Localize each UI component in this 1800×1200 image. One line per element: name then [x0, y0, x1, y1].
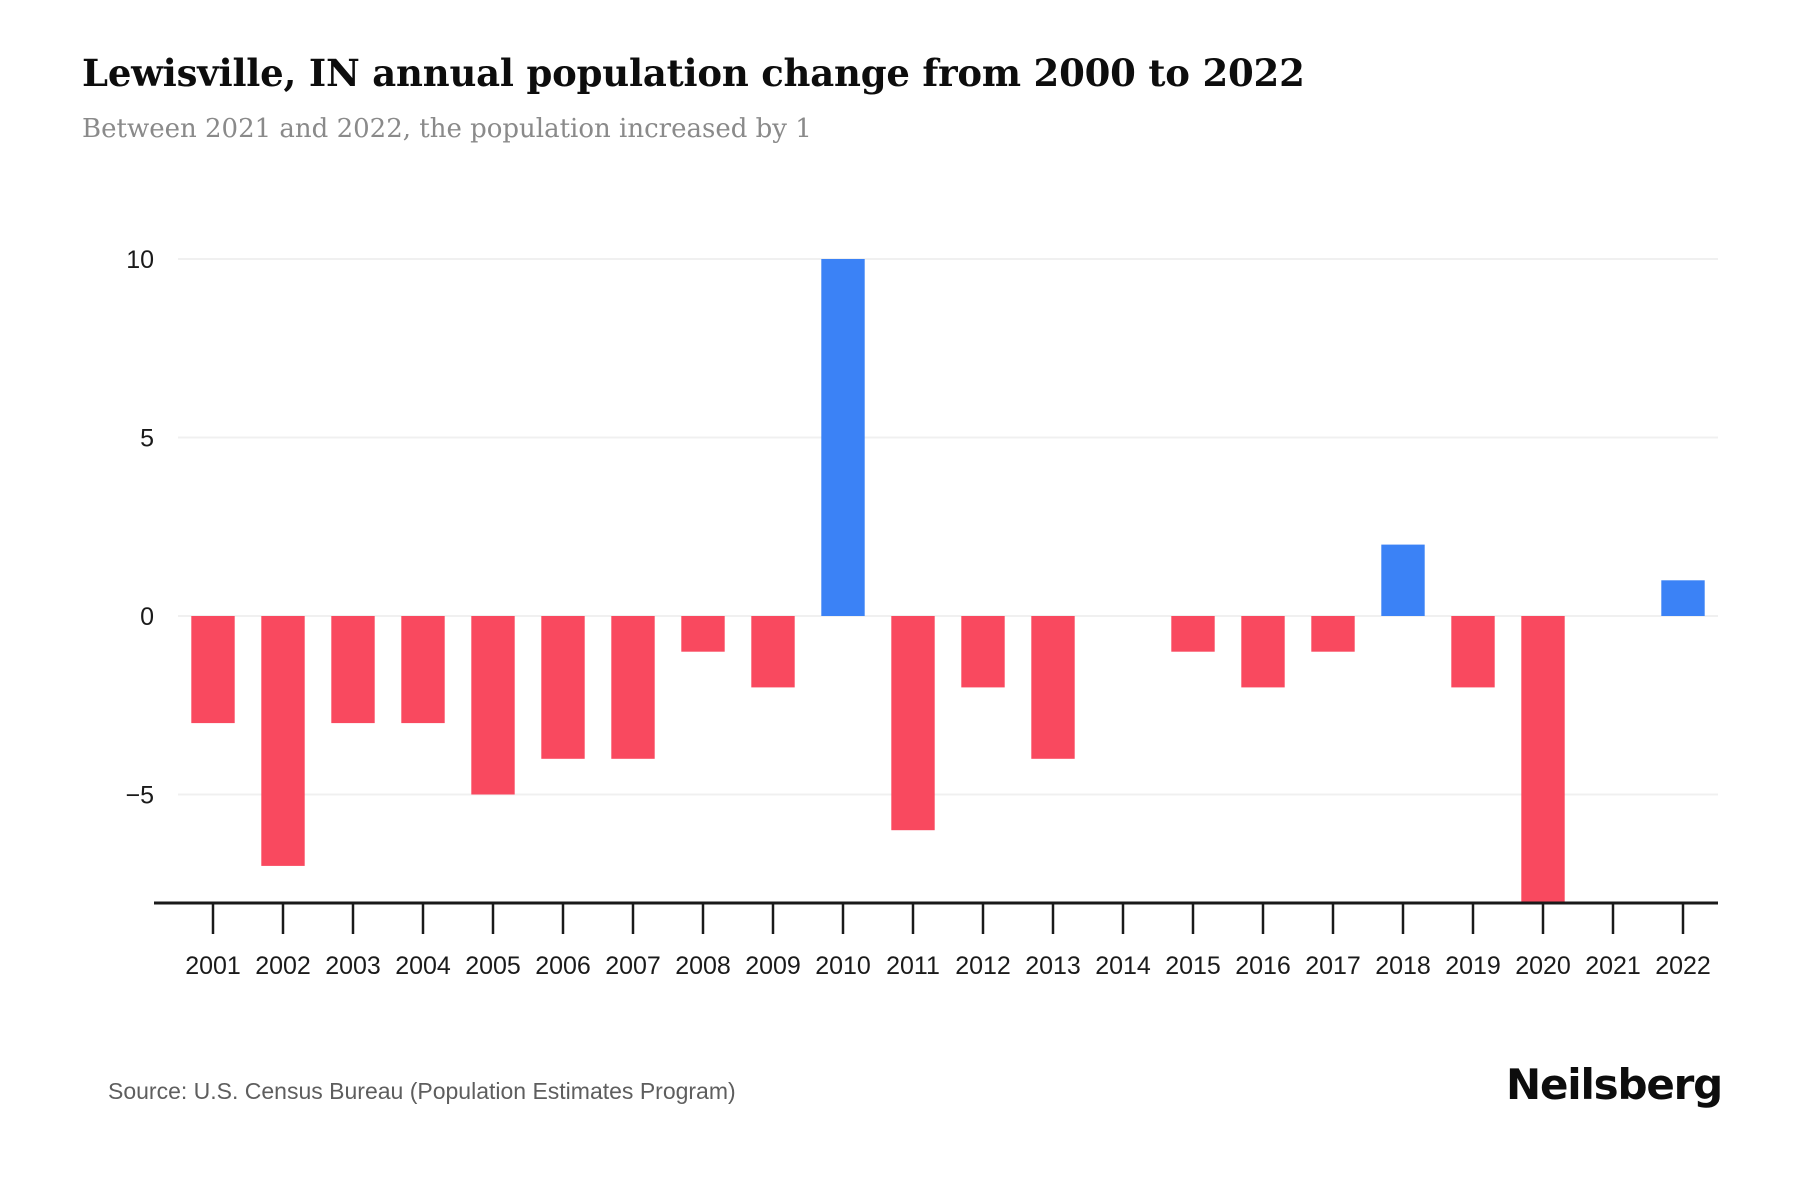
bar-2009[interactable]	[751, 616, 795, 688]
bar-2019[interactable]	[1451, 616, 1495, 688]
bar-2007[interactable]	[611, 616, 655, 759]
x-axis-tick-label: 2013	[1025, 952, 1081, 980]
bar-2012[interactable]	[961, 616, 1005, 688]
bar-2005[interactable]	[471, 616, 515, 795]
x-axis-tick-label: 2021	[1585, 952, 1641, 980]
x-axis-tick-label: 2004	[395, 952, 451, 980]
chart-subtitle: Between 2021 and 2022, the population in…	[82, 113, 812, 144]
x-axis-tick-label: 2010	[815, 952, 871, 980]
bar-2011[interactable]	[891, 616, 935, 831]
x-axis-tick-label: 2020	[1515, 952, 1571, 980]
bar-2015[interactable]	[1171, 616, 1215, 652]
bar-2003[interactable]	[331, 616, 375, 724]
y-axis-tick-label: 0	[140, 603, 154, 631]
y-axis-tick-label: 5	[140, 425, 154, 453]
x-axis-tick-label: 2015	[1165, 952, 1221, 980]
x-axis-tick-label: 2006	[535, 952, 591, 980]
x-axis-tick-label: 2012	[955, 952, 1011, 980]
x-axis-tick-label: 2011	[886, 952, 940, 980]
x-axis-tick-label: 2008	[675, 952, 731, 980]
page-title: Lewisville, IN annual population change …	[82, 51, 1305, 95]
bar-2004[interactable]	[401, 616, 445, 724]
bar-2006[interactable]	[541, 616, 585, 759]
bar-2020[interactable]	[1521, 616, 1565, 902]
source-note: Source: U.S. Census Bureau (Population E…	[108, 1078, 736, 1104]
bar-2017[interactable]	[1311, 616, 1355, 652]
x-axis-tick-label: 2018	[1375, 952, 1431, 980]
y-axis-tick-label: −5	[125, 782, 154, 810]
x-axis-tick-label: 2005	[465, 952, 521, 980]
bar-2018[interactable]	[1381, 544, 1425, 616]
x-axis-tick-label: 2007	[605, 952, 661, 980]
bar-2016[interactable]	[1241, 616, 1285, 688]
x-axis-tick-label: 2016	[1235, 952, 1291, 980]
x-axis-tick-label: 2017	[1305, 952, 1361, 980]
x-axis-tick-label: 2019	[1445, 952, 1501, 980]
y-axis-tick-label: 10	[126, 246, 154, 274]
bar-2008[interactable]	[681, 616, 725, 652]
x-axis-tick-label: 2001	[185, 952, 241, 980]
bar-2013[interactable]	[1031, 616, 1075, 759]
x-axis-tick-label: 2003	[325, 952, 381, 980]
x-axis-tick-label: 2002	[255, 952, 311, 980]
bar-2010[interactable]	[821, 259, 865, 616]
x-axis-tick-label: 2009	[745, 952, 801, 980]
bar-2001[interactable]	[191, 616, 235, 724]
bar-chart-svg: 10 5 0 −5 2001 2002 2003 2004 2005 2006 2007 2008 20…	[125, 246, 1718, 980]
bar-2002[interactable]	[261, 616, 305, 866]
brand-logo: Neilsberg	[1506, 1060, 1723, 1109]
bar-2022[interactable]	[1661, 580, 1705, 616]
x-axis-tick-label: 2022	[1655, 952, 1711, 980]
chart-header: Lewisville, IN annual population change …	[82, 51, 1722, 145]
x-axis-tick-label: 2014	[1095, 952, 1151, 980]
